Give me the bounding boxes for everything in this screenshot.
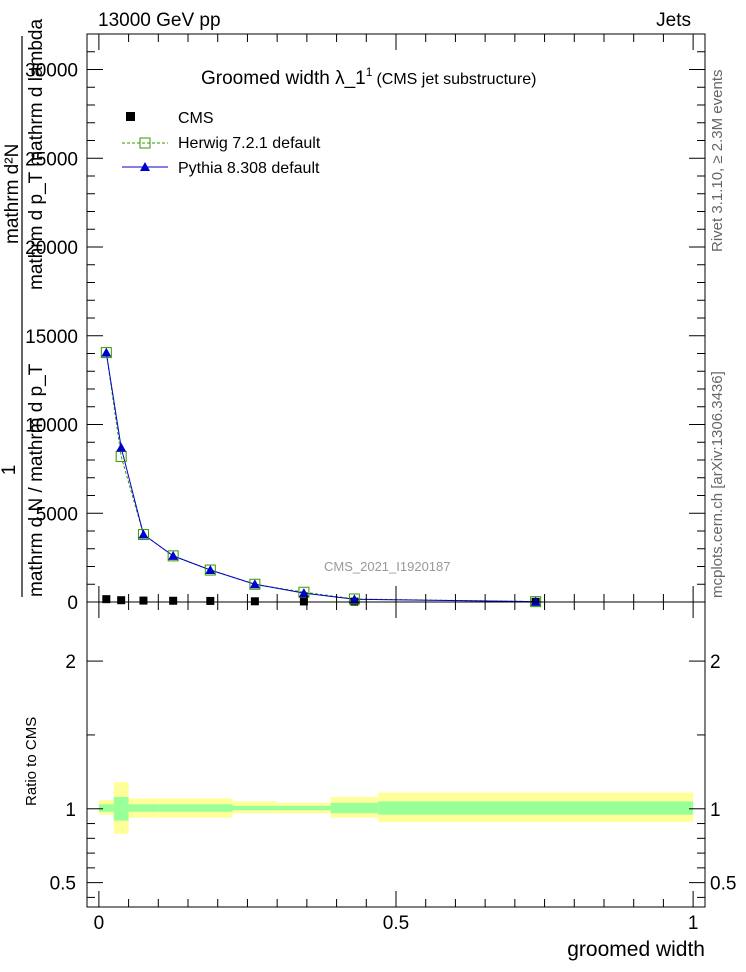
ratio-band-inner xyxy=(113,796,129,821)
y-tick-label: 25000 xyxy=(25,149,78,170)
ratio-plot-frame xyxy=(86,601,706,908)
legend-cms-marker xyxy=(126,112,135,121)
x-axis-label: groomed width xyxy=(567,938,705,961)
ratio-tick-group: 0 0.5 1 0.5 0.5 1 1 2 2 xyxy=(50,602,736,934)
ratio-tick-label: 2 xyxy=(65,652,76,673)
y-tick-label: 15000 xyxy=(25,327,78,348)
pythia-data-point xyxy=(349,594,360,604)
ratio-band-inner xyxy=(98,804,114,812)
pythia-data-point xyxy=(168,550,179,560)
y-tick-label: 10000 xyxy=(25,416,78,437)
cms-data-point xyxy=(169,596,178,605)
pythia-data-point xyxy=(205,565,216,575)
chart-title-sup: 1 xyxy=(366,65,373,79)
ratio-tick-label-right: 0.5 xyxy=(710,874,736,895)
x-tick-label: 1 xyxy=(688,913,699,934)
legend-pythia-label: Pythia 8.308 default xyxy=(178,160,320,177)
ratio-band-inner xyxy=(158,804,189,812)
main-tick-group: 0 5000 10000 15000 20000 25000 30000 xyxy=(25,34,705,614)
ratio-tick-label: 0.5 xyxy=(50,874,76,895)
pythia-data-point xyxy=(530,596,541,606)
ratio-y-axis-label: Ratio to CMS xyxy=(23,717,40,806)
legend-pythia-marker xyxy=(140,162,150,171)
ratio-band-inner xyxy=(188,804,233,812)
legend-herwig-marker xyxy=(139,137,151,149)
herwig-data-point xyxy=(348,593,360,605)
chart-title-note: (CMS jet substructure) xyxy=(376,71,536,88)
y-axis-label-numerator: 1 xyxy=(0,465,20,476)
y-tick-label: 5000 xyxy=(36,504,78,525)
pythia-series-line xyxy=(105,352,536,603)
x-tick-label: 0 xyxy=(94,913,105,934)
ratio-band-group xyxy=(98,782,694,834)
ratio-band-inner xyxy=(277,805,331,811)
x-tick-label: 0.5 xyxy=(383,913,409,934)
y-tick-label: 20000 xyxy=(25,238,78,259)
y-tick-label: 30000 xyxy=(25,61,78,82)
herwig-series-line xyxy=(105,352,536,603)
herwig-data-point xyxy=(298,586,310,598)
ratio-band-inner xyxy=(330,802,379,814)
main-plot: 0 5000 10000 15000 20000 25000 30000 xyxy=(25,33,706,614)
chart-title-main: Groomed width λ_1 xyxy=(201,68,366,89)
pythia-data-point xyxy=(116,442,127,452)
y-axis-label-bottom: mathrm d N / mathrm d p_T xyxy=(26,363,47,597)
main-mark-group xyxy=(100,347,542,608)
mcplots-label: mcplots.cern.ch [arXiv:1306.3436] xyxy=(709,371,726,598)
ratio-tick-label: 1 xyxy=(65,800,76,821)
ratio-tick-label-right: 1 xyxy=(710,800,721,821)
ratio-band-inner xyxy=(128,804,159,812)
cms-data-point xyxy=(139,596,148,605)
y-axis-label-top: mathrm d²N xyxy=(2,144,23,244)
cms-data-point xyxy=(299,597,308,606)
pythia-data-point xyxy=(249,579,260,589)
y-tick-label: 0 xyxy=(67,593,78,614)
pythia-data-point xyxy=(101,347,112,357)
cms-data-point xyxy=(117,596,126,605)
y-axis-label: 1 mathrm d²N mathrm d p_T mathrm d lambd… xyxy=(0,19,47,597)
cms-data-point xyxy=(206,596,215,605)
ratio-tick-label-right: 2 xyxy=(710,652,721,673)
analysis-label: CMS_2021_I1920187 xyxy=(324,559,451,574)
ratio-band-inner xyxy=(232,805,278,811)
rivet-label: Rivet 3.1.10, ≥ 2.3M events xyxy=(709,70,726,253)
legend: CMS Herwig 7.2.1 default Pythia 8.308 de… xyxy=(122,110,321,177)
chart-title: Groomed width λ_11 (CMS jet substructure) xyxy=(201,65,536,89)
legend-cms-label: CMS xyxy=(178,110,214,127)
header-left-label: 13000 GeV pp xyxy=(98,10,221,31)
ratio-plot: 0 0.5 1 0.5 0.5 1 1 2 2 xyxy=(50,601,736,934)
y-axis-label-top-2: mathrm d p_T mathrm d lambda xyxy=(26,19,47,290)
ratio-band-inner xyxy=(378,801,694,815)
cms-data-point xyxy=(250,597,259,606)
main-line-group xyxy=(105,352,536,603)
header-right-label: Jets xyxy=(656,10,691,31)
legend-herwig-label: Herwig 7.2.1 default xyxy=(178,135,321,152)
pythia-data-point xyxy=(138,529,149,539)
cms-data-point xyxy=(102,595,111,604)
